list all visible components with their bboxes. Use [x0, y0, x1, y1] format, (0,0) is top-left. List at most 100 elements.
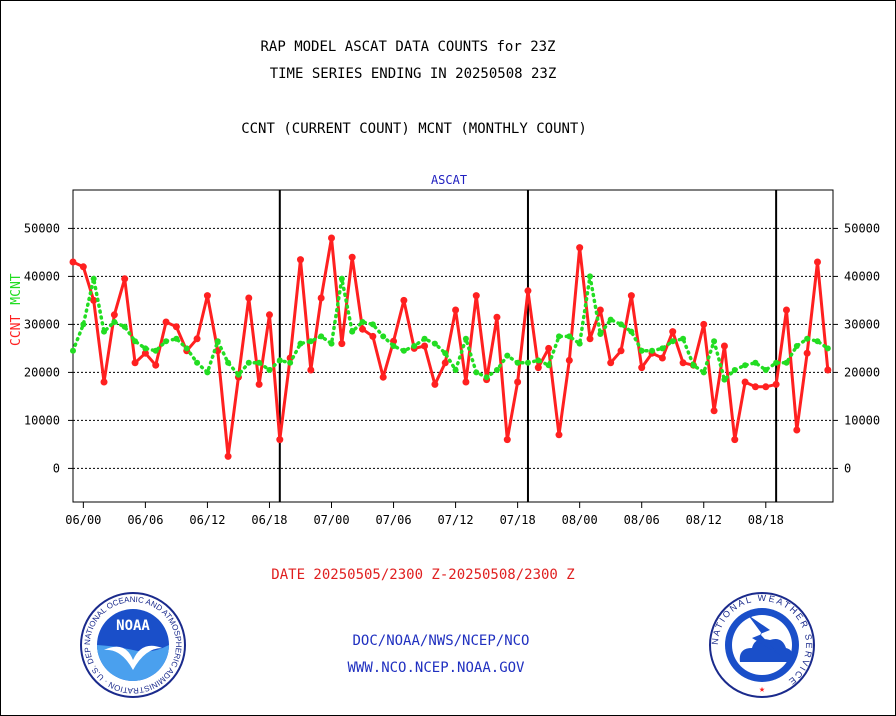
ccnt-point	[296, 256, 304, 264]
mcnt-point	[90, 275, 97, 282]
ccnt-point	[421, 342, 429, 350]
mcnt-point	[535, 357, 542, 364]
x-tick-label: 07/12	[438, 513, 474, 527]
ccnt-point	[596, 306, 604, 314]
mcnt-point	[587, 273, 594, 280]
ccnt-point	[638, 364, 646, 372]
ccnt-point	[782, 306, 790, 314]
ccnt-point	[431, 380, 439, 388]
ccnt-point	[452, 306, 460, 314]
mcnt-point	[814, 338, 821, 345]
mcnt-point	[297, 340, 304, 347]
ccnt-point	[679, 359, 687, 367]
ccnt-point	[359, 325, 367, 333]
x-tick-label: 07/18	[500, 513, 536, 527]
star-icon: ★	[759, 684, 765, 695]
ccnt-point	[369, 332, 377, 340]
mcnt-point	[204, 369, 211, 376]
ccnt-point	[338, 340, 346, 348]
ccnt-point	[193, 335, 201, 343]
mcnt-point	[276, 357, 283, 364]
x-tick-label: 06/00	[65, 513, 101, 527]
ccnt-point	[472, 292, 480, 300]
x-tick-label: 07/06	[375, 513, 411, 527]
ccnt-point	[224, 452, 232, 460]
mcnt-point	[359, 319, 366, 325]
mcnt-point	[214, 338, 221, 345]
mcnt-point	[390, 343, 397, 349]
plot-border	[72, 189, 834, 503]
ccnt-point	[214, 347, 222, 355]
ccnt-point	[824, 366, 832, 374]
x-axis: 06/00 06/06 06/12 06/18 07/00 07/06 07/12 07/18…	[65, 502, 784, 527]
mcnt-point	[225, 359, 232, 366]
mcnt-point	[711, 338, 718, 345]
mcnt-point	[618, 321, 625, 328]
y-label-mcnt: MCNT	[9, 273, 24, 304]
ccnt-point	[555, 431, 563, 439]
mcnt-point	[700, 369, 707, 376]
mcnt-point	[431, 340, 438, 347]
x-tick-label: 06/12	[189, 513, 225, 527]
ccnt-point	[110, 311, 118, 319]
ccnt-point	[90, 296, 98, 304]
y-axis-right: 0 10000 20000 30000 40000 50000	[833, 221, 880, 475]
ccnt-point	[348, 253, 356, 261]
mcnt-point	[121, 323, 128, 330]
ccnt-point	[121, 275, 129, 283]
mcnt-point	[369, 321, 376, 328]
mcnt-line	[71, 276, 830, 383]
mcnt-point	[256, 359, 263, 366]
mcnt-point	[762, 367, 769, 373]
noaa-logo-text: NOAA	[116, 618, 150, 634]
mcnt-point	[607, 316, 614, 323]
mcnt-point	[194, 359, 201, 366]
mcnt-point	[80, 321, 87, 328]
ccnt-point	[245, 294, 253, 302]
mcnt-point	[742, 362, 749, 369]
x-tick-label: 06/18	[251, 513, 287, 527]
ccnt-point	[720, 342, 728, 350]
ccnt-point	[741, 378, 749, 386]
ccnt-line	[72, 236, 830, 458]
ccnt-point	[545, 344, 553, 352]
x-tick-label: 08/12	[686, 513, 722, 527]
mcnt-point	[773, 359, 780, 366]
mcnt-point	[235, 371, 242, 378]
y-tick-label-left: 30000	[24, 317, 60, 331]
y-tick-label-left: 10000	[24, 413, 60, 427]
mcnt-point	[473, 369, 480, 376]
mcnt-point	[721, 376, 728, 383]
svg-text:NATIONAL OCEANIC AND ATMOSPHER: NATIONAL OCEANIC AND ATMOSPHERIC ADMINIS…	[0, 0, 183, 695]
mcnt-point	[597, 331, 604, 337]
ccnt-point	[400, 296, 408, 304]
mcnt-point	[462, 335, 469, 342]
x-tick-label: 06/06	[127, 513, 163, 527]
ccnt-point	[803, 349, 811, 357]
mcnt-point	[669, 338, 676, 345]
ccnt-point	[493, 313, 501, 321]
mcnt-point	[287, 359, 294, 366]
y-tick-label-left: 50000	[24, 221, 60, 235]
mcnt-point	[132, 338, 139, 345]
ccnt-point	[617, 347, 625, 355]
mcnt-point	[514, 359, 521, 366]
ccnt-point	[607, 359, 615, 367]
ccnt-point	[710, 407, 718, 415]
ccnt-point	[462, 378, 470, 386]
mcnt-point	[752, 359, 759, 366]
x-tick-label: 08/06	[624, 513, 660, 527]
y-axis-left: 0 10000 20000 30000 40000 50000	[24, 221, 73, 475]
mcnt-point	[142, 345, 149, 352]
mcnt-point	[318, 333, 325, 340]
y-axis-label: CCNT MCNT	[9, 273, 24, 346]
nws-logo: NATIONAL WEATHER SERVICE ★	[709, 592, 815, 698]
website-label: WWW.NCO.NCEP.NOAA.GOV	[347, 660, 525, 676]
mcnt-point	[163, 338, 170, 345]
mcnt-point	[793, 343, 800, 349]
ccnt-point	[203, 292, 211, 300]
ccnt-point	[100, 378, 108, 386]
mcnt-point	[628, 328, 635, 335]
mcnt-point	[101, 328, 108, 335]
mcnt-point	[245, 359, 252, 366]
